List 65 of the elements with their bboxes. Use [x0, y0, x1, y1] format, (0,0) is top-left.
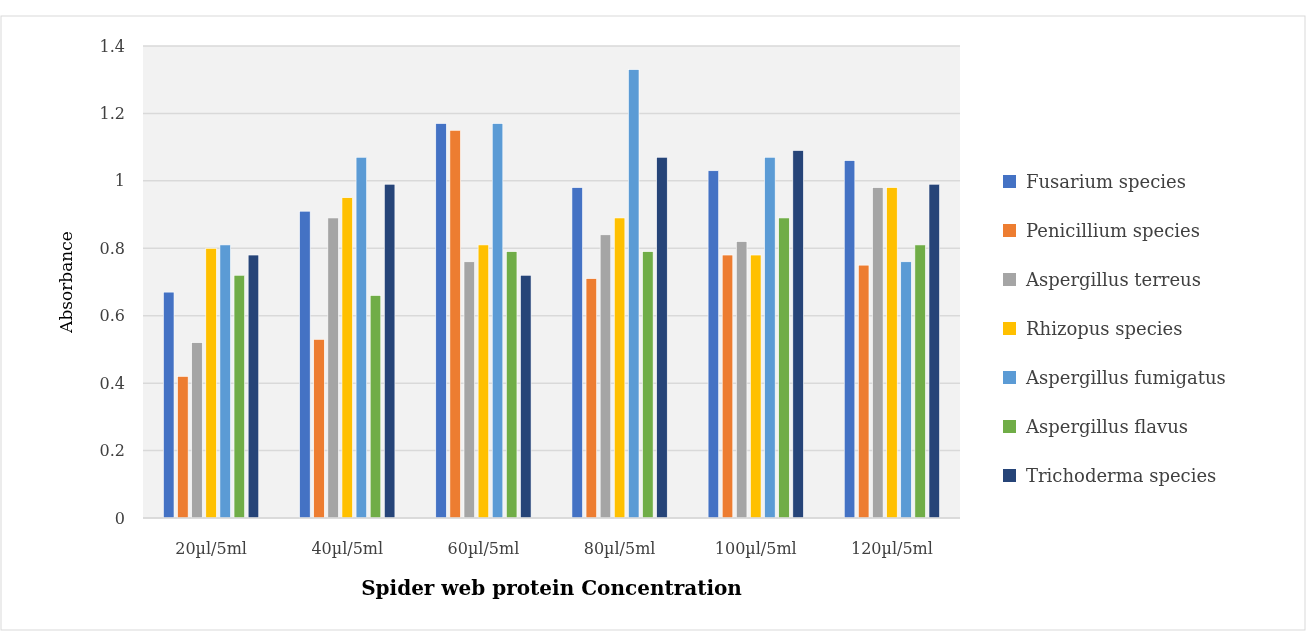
- x-tick-label: 120µl/5ml: [850, 539, 933, 558]
- bar: [778, 217, 790, 519]
- bar: [928, 183, 940, 519]
- x-tick-label: 40µl/5ml: [311, 539, 384, 558]
- bar: [299, 210, 311, 519]
- bar: [384, 183, 396, 519]
- bar: [247, 254, 260, 519]
- bar: [858, 264, 870, 519]
- x-tick-label: 100µl/5ml: [714, 539, 797, 558]
- bar: [341, 197, 353, 519]
- y-tick-label: 0.4: [99, 373, 125, 393]
- bar: [205, 247, 217, 519]
- bar: [506, 251, 518, 519]
- bar: [628, 69, 640, 519]
- bar: [355, 156, 367, 519]
- y-tick-label: 0.2: [99, 441, 125, 461]
- x-tick-label: 60µl/5ml: [447, 539, 520, 558]
- legend-label: Aspergillus flavus: [1025, 416, 1189, 438]
- bar: [327, 217, 339, 519]
- bar: [219, 244, 231, 519]
- bar: [736, 241, 748, 519]
- y-tick-label: 1: [114, 171, 125, 191]
- bar: [707, 170, 719, 519]
- x-tick-label: 80µl/5ml: [583, 539, 656, 558]
- legend-label: Aspergillus fumigatus: [1025, 367, 1226, 389]
- bar: [463, 261, 475, 519]
- bar: [313, 339, 325, 519]
- legend-label: Penicillium species: [1026, 220, 1200, 242]
- x-tick-label: 20µl/5ml: [175, 539, 247, 558]
- bar: [491, 123, 504, 519]
- legend-label: Rhizopus species: [1026, 318, 1183, 340]
- bar: [369, 295, 382, 519]
- bar: [585, 278, 597, 519]
- bar: [843, 160, 856, 519]
- bar: [914, 244, 926, 519]
- y-tick-label: 1.2: [99, 104, 125, 124]
- bar: [642, 251, 654, 519]
- bar: [163, 291, 175, 519]
- y-tick-label: 0: [114, 508, 125, 528]
- bar: [477, 244, 490, 519]
- y-tick-label: 0.8: [99, 238, 125, 258]
- y-tick-label: 1.4: [99, 36, 125, 56]
- x-axis-title: Spider web protein Concentration: [361, 576, 743, 600]
- bar: [177, 376, 189, 519]
- bar: [571, 187, 583, 519]
- legend-label: Aspergillus terreus: [1025, 269, 1201, 291]
- bar: [792, 150, 804, 519]
- y-axis-title: Absorbance: [56, 231, 76, 334]
- bar: [764, 156, 776, 519]
- legend-label: Trichoderma species: [1026, 465, 1217, 487]
- bar: [886, 187, 898, 519]
- y-tick-label: 0.6: [99, 306, 125, 326]
- bar: [872, 187, 884, 519]
- bar: [449, 129, 461, 519]
- legend-label: Fusarium species: [1026, 171, 1186, 193]
- bar: [721, 254, 734, 519]
- bar: [520, 274, 532, 519]
- bar: [750, 254, 762, 519]
- bar: [599, 234, 612, 519]
- bar: [191, 342, 203, 519]
- bar: [233, 274, 245, 519]
- bar: [900, 261, 912, 519]
- bar: [656, 156, 668, 519]
- bar: [435, 123, 447, 519]
- bar: [613, 217, 626, 519]
